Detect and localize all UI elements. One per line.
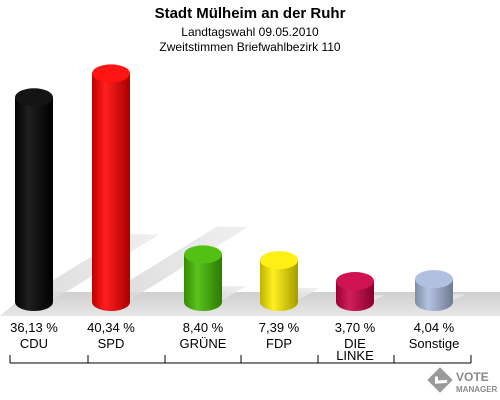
- category-axis: [9, 355, 472, 364]
- value-labels: 36,13 % 40,34 % 8,40 % 7,39 % 3,70 % 4,04 %: [10, 320, 455, 335]
- value-label-0: 36,13 %: [10, 320, 58, 335]
- category-label-1: SPD: [98, 336, 125, 351]
- category-label-3: FDP: [266, 336, 292, 351]
- bar-shadows: [21, 226, 465, 300]
- vote-manager-logo: VOTE MANAGER: [427, 367, 498, 394]
- bar-body-5: [415, 279, 453, 311]
- bar-3: [260, 251, 298, 311]
- bar-top-2: [184, 245, 222, 264]
- value-label-2: 8,40 %: [183, 320, 224, 335]
- checkmark-icon: [427, 367, 453, 393]
- chart-subtitle-1: Landtagswahl 09.05.2010: [181, 25, 319, 39]
- bar-shadow-1: [98, 226, 249, 300]
- bar-1: [92, 64, 130, 311]
- bar-top-5: [415, 270, 453, 289]
- bar-top-0: [15, 88, 53, 107]
- category-label-2: GRÜNE: [180, 336, 227, 351]
- value-label-4: 3,70 %: [335, 320, 376, 335]
- chart-title: Stadt Mülheim an der Ruhr: [155, 5, 346, 22]
- bar-body-0: [15, 97, 53, 311]
- bar-5: [415, 270, 453, 311]
- bar-top-3: [260, 251, 298, 270]
- bar-4: [336, 272, 374, 311]
- value-label-1: 40,34 %: [87, 320, 135, 335]
- bar-body-1: [92, 73, 130, 311]
- logo-line-2: MANAGER: [456, 385, 498, 394]
- bar-body-3: [260, 260, 298, 311]
- bar-0: [15, 88, 53, 311]
- value-label-3: 7,39 %: [259, 320, 300, 335]
- category-label-0: CDU: [20, 336, 48, 351]
- bar-body-2: [184, 254, 222, 311]
- bars: [15, 64, 453, 311]
- category-label-5: Sonstige: [409, 336, 460, 351]
- value-label-5: 4,04 %: [414, 320, 455, 335]
- logo-line-1: VOTE: [456, 370, 489, 384]
- bar-2: [184, 245, 222, 311]
- bar-top-1: [92, 64, 130, 83]
- chart-subtitle-2: Zweitstimmen Briefwahlbezirk 110: [159, 40, 340, 54]
- category-label-4: DIE LINKE: [336, 336, 374, 363]
- category-labels: CDU SPD GRÜNE FDP DIE LINKE Sonstige: [20, 336, 459, 363]
- bar-top-4: [336, 272, 374, 291]
